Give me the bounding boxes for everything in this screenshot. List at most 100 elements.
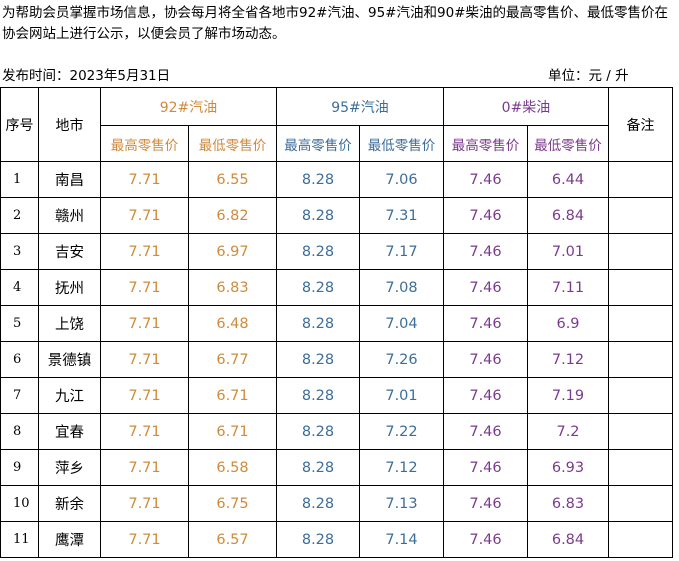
row-gas92-min: 6.57 [188,521,277,558]
header-gas92-min: 最低零售价 [188,125,277,162]
header-diesel0: 0#柴油 [443,87,609,126]
row-diesel0-max: 7.46 [443,161,528,198]
row-diesel0-min: 6.44 [527,161,609,198]
row-remark [608,485,673,522]
table-row: 2 赣州 7.71 6.82 8.28 7.31 7.46 6.84 [0,197,673,234]
row-index: 2 [0,197,39,234]
row-gas92-max: 7.71 [100,161,189,198]
table-row: 4 抚州 7.71 6.83 8.28 7.08 7.46 7.11 [0,269,673,306]
row-gas95-min: 7.04 [359,305,444,342]
row-gas95-max: 8.28 [276,485,360,522]
row-gas95-max: 8.28 [276,197,360,234]
row-gas95-max: 8.28 [276,377,360,414]
row-gas95-max: 8.28 [276,341,360,378]
row-diesel0-max: 7.46 [443,521,528,558]
table-row: 10 新余 7.71 6.75 8.28 7.13 7.46 6.83 [0,485,673,522]
row-remark [608,269,673,306]
row-index: 1 [0,161,39,198]
row-gas95-min: 7.12 [359,449,444,486]
row-diesel0-min: 7.12 [527,341,609,378]
row-gas92-max: 7.71 [100,449,189,486]
row-gas95-min: 7.06 [359,161,444,198]
row-gas92-min: 6.58 [188,449,277,486]
header-remark: 备注 [608,87,673,162]
row-city: 南昌 [38,161,101,198]
row-gas95-min: 7.01 [359,377,444,414]
row-gas92-max: 7.71 [100,305,189,342]
row-city: 景德镇 [38,341,101,378]
row-gas92-max: 7.71 [100,341,189,378]
row-index: 11 [0,521,39,558]
row-diesel0-min: 7.01 [527,233,609,270]
row-city: 九江 [38,377,101,414]
row-diesel0-max: 7.46 [443,197,528,234]
row-gas92-min: 6.82 [188,197,277,234]
row-diesel0-max: 7.46 [443,413,528,450]
row-remark [608,341,673,378]
row-city: 新余 [38,485,101,522]
table-row: 9 萍乡 7.71 6.58 8.28 7.12 7.46 6.93 [0,449,673,486]
row-index: 3 [0,233,39,270]
row-gas92-min: 6.77 [188,341,277,378]
row-remark [608,413,673,450]
row-city: 上饶 [38,305,101,342]
row-diesel0-max: 7.46 [443,233,528,270]
meta-row: 发布时间：2023年5月31日 单位：元 / 升 [0,63,679,85]
unit-label: 单位：元 / 升 [548,68,629,84]
row-gas92-min: 6.83 [188,269,277,306]
row-gas92-min: 6.71 [188,413,277,450]
header-gas92-max: 最高零售价 [100,125,189,162]
row-gas92-min: 6.97 [188,233,277,270]
row-city: 宜春 [38,413,101,450]
row-remark [608,305,673,342]
row-diesel0-max: 7.46 [443,377,528,414]
row-index: 9 [0,449,39,486]
row-diesel0-max: 7.46 [443,269,528,306]
row-diesel0-min: 6.84 [527,521,609,558]
row-gas95-max: 8.28 [276,305,360,342]
row-gas95-max: 8.28 [276,161,360,198]
row-gas95-min: 7.13 [359,485,444,522]
row-gas95-max: 8.28 [276,269,360,306]
row-remark [608,233,673,270]
row-city: 鹰潭 [38,521,101,558]
row-city: 抚州 [38,269,101,306]
row-index: 10 [0,485,39,522]
row-remark [608,521,673,558]
header-gas95-min: 最低零售价 [359,125,444,162]
table-row: 8 宜春 7.71 6.71 8.28 7.22 7.46 7.2 [0,413,673,450]
header-diesel0-min: 最低零售价 [527,125,609,162]
row-diesel0-min: 6.83 [527,485,609,522]
row-diesel0-max: 7.46 [443,305,528,342]
table-row: 7 九江 7.71 6.71 8.28 7.01 7.46 7.19 [0,377,673,414]
row-gas95-min: 7.17 [359,233,444,270]
row-gas95-max: 8.28 [276,413,360,450]
row-remark [608,161,673,198]
row-diesel0-min: 6.84 [527,197,609,234]
row-gas95-min: 7.31 [359,197,444,234]
row-gas92-max: 7.71 [100,485,189,522]
row-diesel0-max: 7.46 [443,341,528,378]
row-gas92-max: 7.71 [100,377,189,414]
header-gas95: 95#汽油 [276,87,444,126]
row-index: 6 [0,341,39,378]
row-remark [608,449,673,486]
row-gas92-min: 6.55 [188,161,277,198]
row-gas95-max: 8.28 [276,449,360,486]
row-diesel0-min: 7.11 [527,269,609,306]
row-gas95-min: 7.22 [359,413,444,450]
row-gas92-min: 6.48 [188,305,277,342]
row-gas95-min: 7.08 [359,269,444,306]
header-row-sub: 最高零售价 最低零售价 最高零售价 最低零售价 最高零售价 最低零售价 [1,125,673,162]
price-table: 序号 地市 92#汽油 95#汽油 0#柴油 备注 最高零售价 最低零售价 最高… [0,87,673,558]
row-diesel0-min: 7.2 [527,413,609,450]
row-city: 赣州 [38,197,101,234]
row-diesel0-min: 7.19 [527,377,609,414]
row-index: 8 [0,413,39,450]
row-gas95-min: 7.14 [359,521,444,558]
row-diesel0-min: 6.9 [527,305,609,342]
row-gas92-min: 6.71 [188,377,277,414]
row-gas92-min: 6.75 [188,485,277,522]
header-diesel0-max: 最高零售价 [443,125,528,162]
publish-date: 发布时间：2023年5月31日 [2,68,171,84]
